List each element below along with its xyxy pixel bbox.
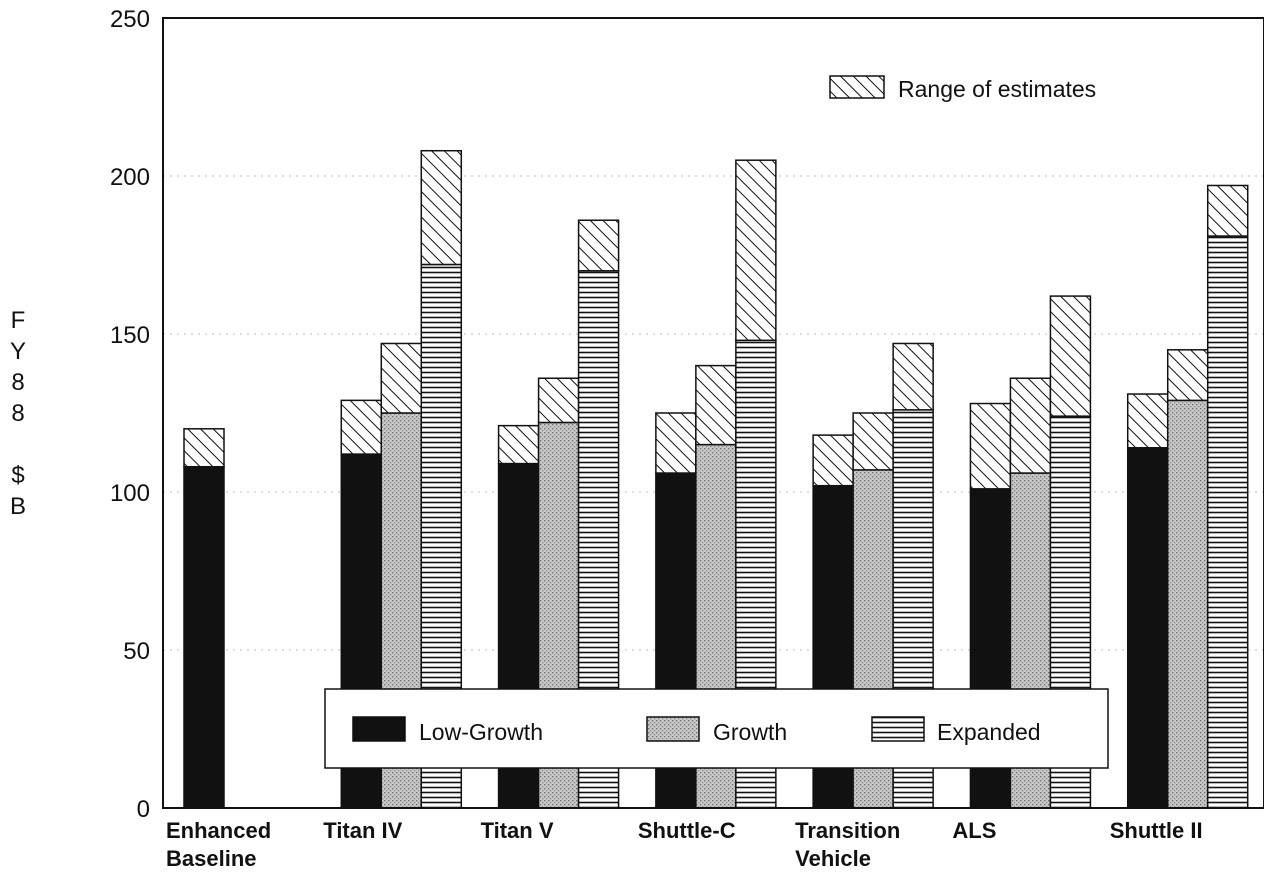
bar-growth-range bbox=[852, 412, 894, 471]
y-tick-label: 0 bbox=[137, 796, 150, 823]
y-tick-label: 150 bbox=[110, 322, 150, 349]
bar-expanded-range bbox=[892, 342, 934, 411]
legend-swatch-expanded bbox=[871, 716, 925, 742]
x-category-label: Baseline bbox=[166, 846, 257, 871]
y-axis-label-letter: F bbox=[11, 307, 26, 334]
plot-frame bbox=[162, 17, 1264, 809]
bar-expanded-range bbox=[577, 219, 620, 272]
bar-growth-range bbox=[380, 342, 423, 414]
axes bbox=[162, 17, 1264, 809]
legend-label-low-growth: Low-Growth bbox=[419, 719, 543, 745]
x-category-label: Shuttle II bbox=[1110, 818, 1203, 843]
bar-low-growth-range bbox=[340, 399, 383, 455]
y-tick-label: 200 bbox=[110, 164, 150, 191]
x-axis-categories: Enhanced Baseline Titan IV Titan V Shuttle-C… bbox=[166, 818, 1203, 871]
y-axis-label: FY 8 8 $ B bbox=[10, 307, 26, 520]
y-axis-label-letter: Y bbox=[10, 338, 26, 365]
range-legend-label: Range of estimates bbox=[898, 76, 1096, 102]
legend-label-growth: Growth bbox=[713, 719, 787, 745]
range-legend: Range of estimates bbox=[829, 75, 1096, 102]
bar-expanded-base bbox=[1206, 235, 1249, 809]
x-category-label: Vehicle bbox=[795, 846, 871, 871]
x-category-label: Titan V bbox=[481, 818, 554, 843]
legend-swatch-low-growth bbox=[352, 716, 406, 742]
bar-growth-range bbox=[1009, 377, 1052, 474]
bar-expanded-range bbox=[1049, 295, 1092, 417]
y-axis-label-letter: $ bbox=[11, 462, 24, 489]
x-category-label: Transition bbox=[795, 818, 900, 843]
y-tick-label: 250 bbox=[110, 6, 150, 33]
y-axis-label-letter: 8 bbox=[11, 369, 24, 396]
bar-low-growth-range bbox=[183, 428, 225, 468]
legend-swatch-growth bbox=[646, 716, 700, 742]
legend-label-expanded: Expanded bbox=[937, 719, 1041, 745]
bar-low-growth-range bbox=[497, 424, 540, 465]
x-category-label: ALS bbox=[952, 818, 996, 843]
y-axis-label-letter: B bbox=[10, 493, 26, 520]
legend: Low-Growth Growth Expanded bbox=[324, 688, 1109, 769]
y-axis-label-letter: 8 bbox=[11, 400, 24, 427]
bar-expanded-range bbox=[1206, 184, 1249, 237]
bar-low-growth-base bbox=[183, 465, 225, 809]
bar-low-growth-base bbox=[1126, 447, 1169, 809]
bar-growth-range bbox=[537, 377, 580, 424]
bar-low-growth-range bbox=[969, 402, 1012, 490]
range-legend-swatch bbox=[829, 75, 885, 99]
bar-low-growth-range bbox=[812, 434, 854, 487]
y-axis-ticks: 0 50 100 150 200 250 bbox=[110, 6, 150, 823]
legend-box bbox=[324, 688, 1109, 769]
bar-expanded-range bbox=[420, 149, 463, 266]
y-tick-label: 50 bbox=[123, 638, 150, 665]
y-tick-label: 100 bbox=[110, 480, 150, 507]
bar-growth-base bbox=[1166, 399, 1209, 809]
bar-growth-range bbox=[1166, 349, 1209, 402]
x-category-label: Shuttle-C bbox=[638, 818, 736, 843]
x-category-label: Enhanced bbox=[166, 818, 271, 843]
bar-low-growth-range bbox=[1126, 393, 1169, 449]
x-category-label: Titan IV bbox=[323, 818, 402, 843]
bar-growth-range bbox=[695, 364, 737, 446]
bar-low-growth-range bbox=[655, 412, 697, 474]
bar-expanded-range bbox=[735, 159, 777, 342]
